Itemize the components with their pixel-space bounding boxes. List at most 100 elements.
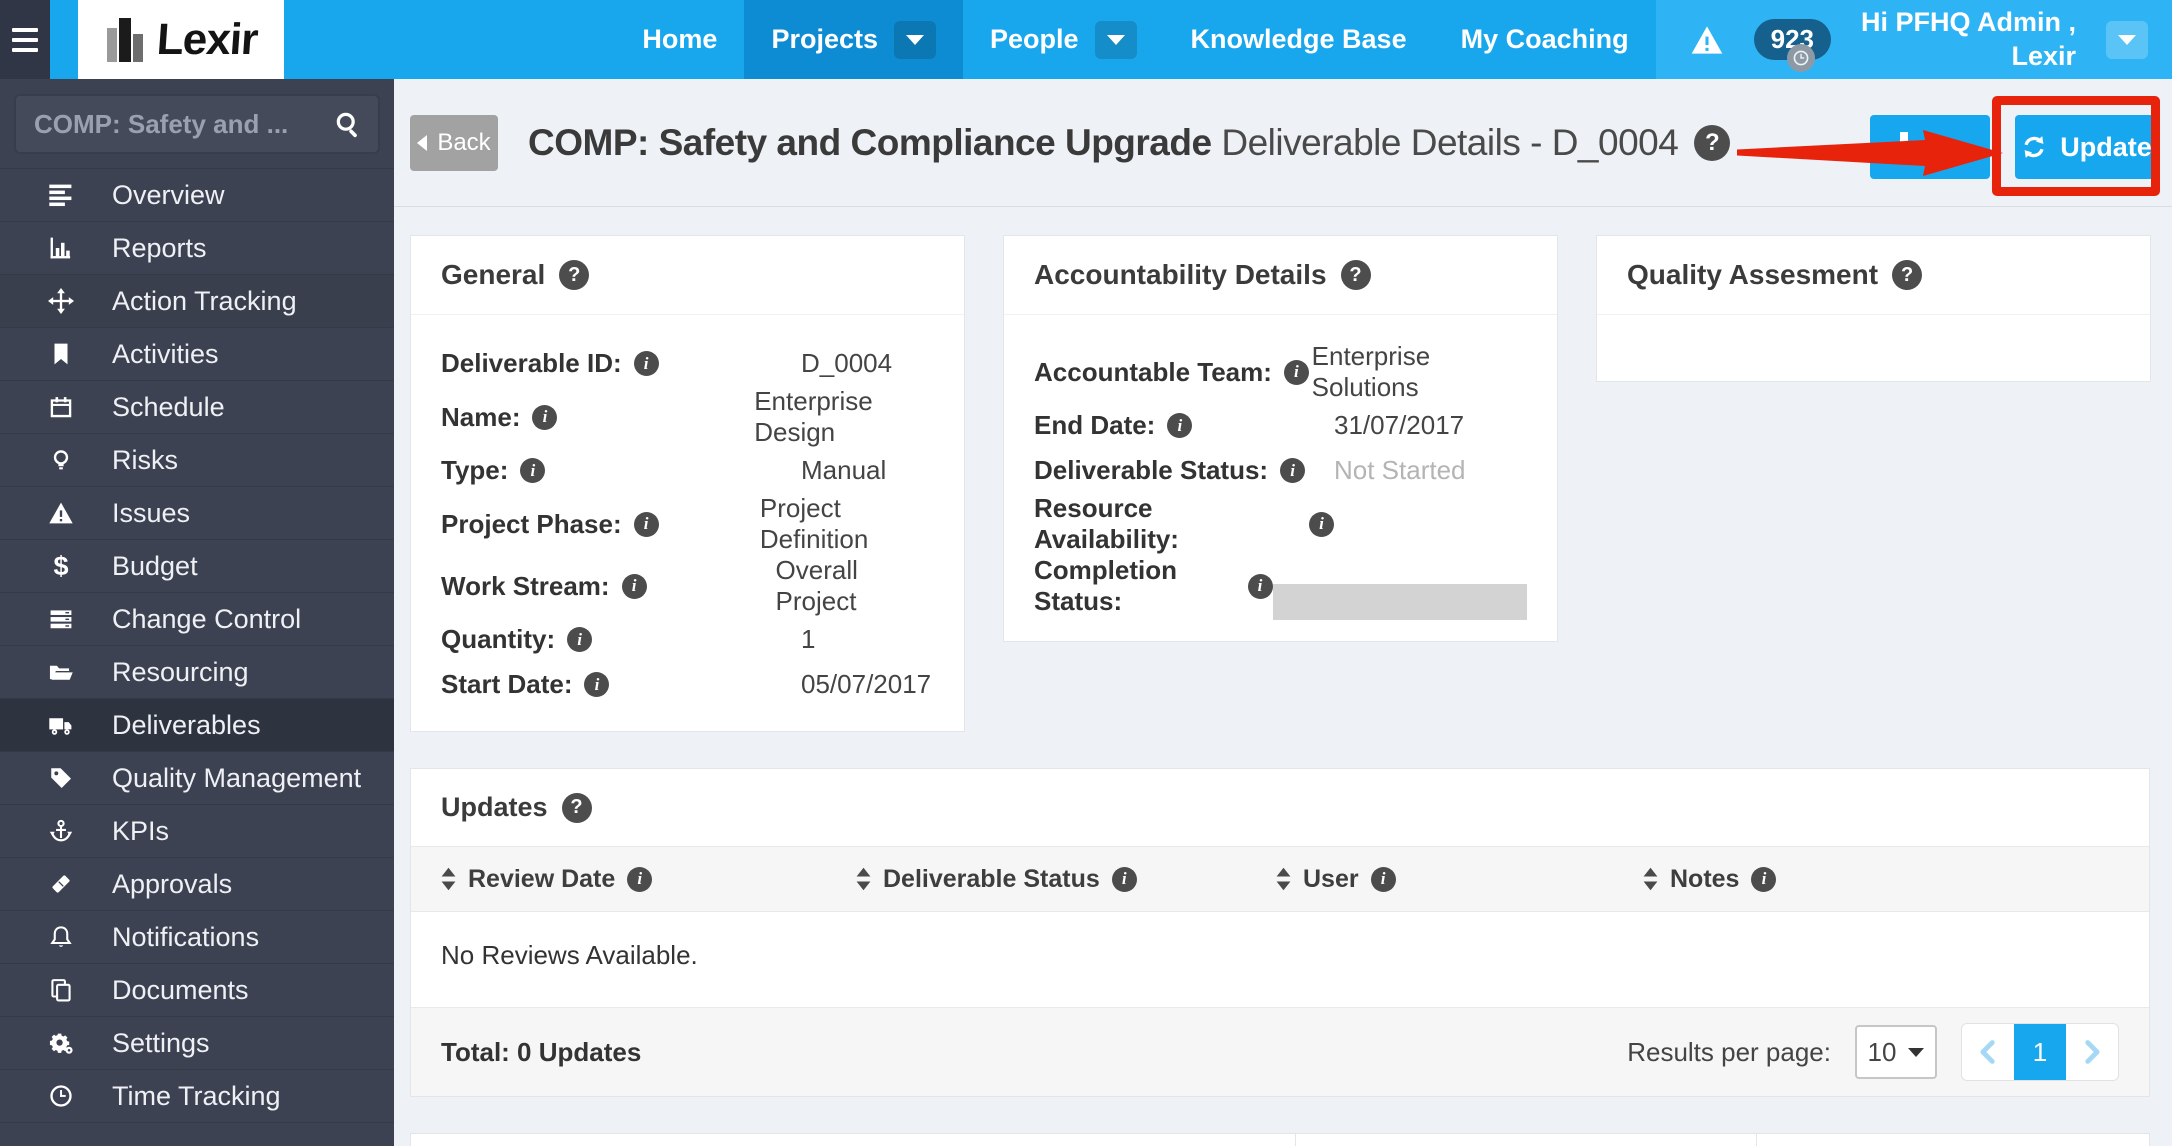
field-label: Project Phase: i: [441, 509, 760, 540]
field-label: End Date: i: [1034, 410, 1334, 441]
help-icon[interactable]: ?: [561, 792, 592, 823]
sidebar-item-activities[interactable]: Activities: [0, 328, 394, 381]
field-value: Not Started: [1334, 455, 1466, 485]
info-icon[interactable]: i: [584, 672, 610, 697]
sidebar-item-resourcing[interactable]: Resourcing: [0, 646, 394, 699]
sidebar-item-approvals[interactable]: Approvals: [0, 858, 394, 911]
sidebar-item-deliverables[interactable]: Deliverables: [0, 699, 394, 752]
sidebar-item-quality-management[interactable]: Quality Management: [0, 752, 394, 805]
page-size-select[interactable]: 10: [1855, 1025, 1937, 1079]
field-row: Deliverable Status: i Not Started: [1034, 448, 1527, 493]
info-icon[interactable]: i: [633, 511, 659, 537]
sidebar-search-input[interactable]: [14, 94, 380, 154]
sidebar-item-notifications[interactable]: Notifications: [0, 911, 394, 964]
quality-assessment-panel: Quality Assesment?: [1596, 235, 2151, 382]
help-icon[interactable]: ?: [1694, 124, 1731, 161]
info-icon[interactable]: i: [633, 351, 659, 376]
current-page-button[interactable]: 1: [2014, 1024, 2066, 1080]
sidebar-item-issues[interactable]: Issues: [0, 487, 394, 540]
update-button[interactable]: Update: [2015, 115, 2157, 179]
search-icon[interactable]: [334, 110, 362, 138]
prev-page-button[interactable]: [1962, 1024, 2014, 1080]
nav-item-people[interactable]: People: [963, 0, 1164, 79]
sidebar-item-reports[interactable]: Reports: [0, 222, 394, 275]
info-icon[interactable]: i: [1167, 413, 1193, 438]
field-row: Work Stream: i Overall Project: [441, 555, 934, 617]
field-row: End Date: i 31/07/2017: [1034, 403, 1527, 448]
field-label: Quantity: i: [441, 624, 801, 655]
alert-icon[interactable]: [1690, 23, 1724, 57]
nav-item-projects[interactable]: Projects: [744, 0, 963, 79]
sort-icon[interactable]: [856, 867, 871, 891]
user-menu-label[interactable]: Hi PFHQ Admin , Lexir: [1861, 6, 2076, 71]
field-label: Start Date: i: [441, 669, 801, 700]
sidebar-item-change-control[interactable]: Change Control: [0, 593, 394, 646]
back-button[interactable]: Back: [410, 114, 498, 171]
help-icon[interactable]: ?: [1340, 260, 1371, 290]
accountability-panel: Accountability Details? Accountable Team…: [1003, 235, 1558, 642]
user-menu-caret[interactable]: [2106, 20, 2148, 59]
info-icon[interactable]: i: [1370, 866, 1396, 892]
caret-down-icon[interactable]: [1094, 20, 1137, 59]
back-arrow-icon: [417, 134, 428, 151]
sidebar-item-documents[interactable]: Documents: [0, 964, 394, 1017]
more-actions-button[interactable]: [1870, 115, 1990, 179]
nav-item-my-coaching[interactable]: My Coaching: [1460, 24, 1629, 54]
sidebar-item-budget[interactable]: $ Budget: [0, 540, 394, 593]
info-icon[interactable]: i: [1309, 511, 1334, 537]
sort-icon[interactable]: [1643, 867, 1658, 891]
info-icon[interactable]: i: [1280, 458, 1306, 483]
sidebar-item-schedule[interactable]: Schedule: [0, 381, 394, 434]
field-value: Enterprise Solutions: [1311, 341, 1431, 402]
info-icon[interactable]: i: [1751, 866, 1777, 892]
nav-item-home[interactable]: Home: [642, 24, 718, 54]
sidebar-item-overview[interactable]: Overview: [0, 169, 394, 222]
info-icon[interactable]: i: [520, 458, 546, 483]
align-left-icon: [44, 182, 78, 208]
help-icon[interactable]: ?: [559, 260, 590, 290]
brand-logo[interactable]: Lexir: [78, 0, 284, 79]
info-icon[interactable]: i: [1247, 573, 1273, 599]
field-label: Deliverable ID: i: [441, 348, 801, 379]
field-row: Deliverable ID: i D_0004: [441, 341, 934, 386]
top-navbar: Lexir Home Projects People Knowledge Base My…: [0, 0, 2172, 79]
refresh-icon: [2020, 133, 2048, 161]
next-page-button[interactable]: [2066, 1024, 2118, 1080]
sort-icon[interactable]: [1276, 867, 1291, 891]
sidebar-item-settings[interactable]: Settings: [0, 1017, 394, 1070]
sidebar-toggle-button[interactable]: [0, 0, 50, 79]
nav-item-knowledge-base[interactable]: Knowledge Base: [1190, 24, 1407, 54]
column-header-user[interactable]: User i: [1276, 847, 1396, 911]
caret-down-icon[interactable]: [894, 20, 936, 59]
navbar-user-area: 923 Hi PFHQ Admin , Lexir: [1655, 0, 2172, 79]
column-header-notes[interactable]: Notes i: [1643, 847, 1777, 911]
column-header-review-date[interactable]: Review Date i: [441, 847, 653, 911]
field-label: Accountable Team: i: [1034, 357, 1312, 388]
content-header: Back COMP: Safety and Compliance Upgrade…: [394, 79, 2172, 207]
search-actions-input[interactable]: Search Actions...: [1779, 1134, 2059, 1146]
notifications-button[interactable]: 923: [1753, 19, 1831, 72]
sidebar-item-risks[interactable]: Risks: [0, 434, 394, 487]
sort-icon[interactable]: [441, 867, 456, 891]
info-icon[interactable]: i: [1111, 866, 1137, 892]
help-icon[interactable]: ?: [1892, 260, 1923, 290]
main-content: Back COMP: Safety and Compliance Upgrade…: [394, 79, 2172, 1146]
clock-icon: [1787, 44, 1815, 72]
updates-total: Total: 0 Updates: [441, 1036, 642, 1067]
sidebar-item-action-tracking[interactable]: Action Tracking: [0, 275, 394, 328]
sidebar-item-time-tracking[interactable]: Time Tracking: [0, 1070, 394, 1123]
pagination: 1: [1961, 1023, 2119, 1081]
info-icon[interactable]: i: [621, 573, 647, 599]
field-label: Completion Status: i: [1034, 555, 1273, 617]
info-icon[interactable]: i: [567, 627, 593, 652]
sidebar-item-kpis[interactable]: KPIs: [0, 805, 394, 858]
anchor-icon: [44, 818, 78, 844]
info-icon[interactable]: i: [1283, 359, 1309, 385]
field-row: Name: i Enterprise Design: [441, 386, 934, 448]
column-header-deliverable-status[interactable]: Deliverable Status i: [856, 847, 1137, 911]
info-icon[interactable]: i: [532, 404, 558, 430]
info-icon[interactable]: i: [627, 866, 653, 892]
warning-icon: [44, 500, 78, 526]
